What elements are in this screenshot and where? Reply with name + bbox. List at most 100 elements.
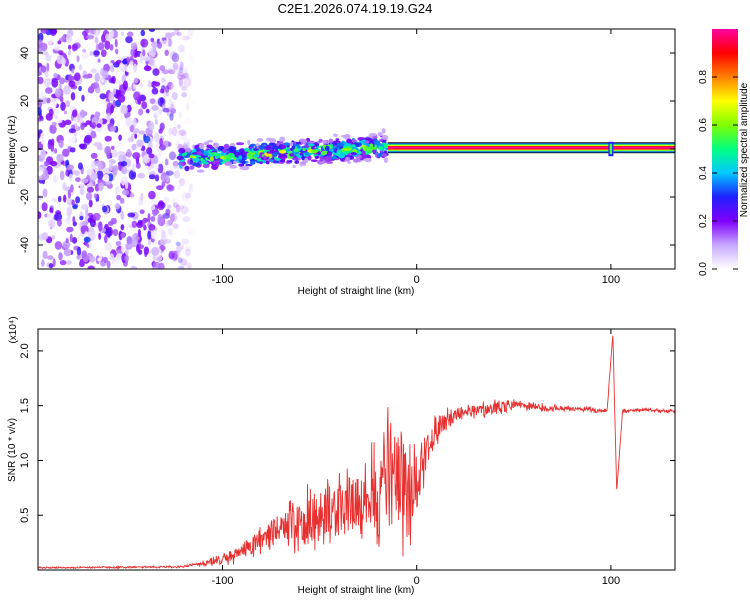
heatmap-noise-blob (161, 181, 166, 188)
heatmap-noise-blob (113, 261, 121, 269)
heatmap-noise-blob (175, 131, 182, 142)
heatmap-signal-blob (299, 152, 304, 156)
heatmap-noise-blob (61, 35, 66, 41)
heatmap-noise-blob (38, 91, 46, 99)
heatmap-noise-blob (50, 138, 55, 147)
heatmap-noise-blob (93, 50, 100, 56)
heatmap-noise-blob (173, 170, 181, 179)
heatmap-noise-blob (147, 239, 152, 246)
heatmap-noise-blob (94, 111, 101, 118)
heatmap-noise-blob (137, 229, 141, 238)
heatmap-noise-blob (49, 160, 58, 167)
heatmap-noise-blob (129, 192, 135, 198)
heatmap-noise-blob (68, 173, 73, 182)
heatmap-noise-blob (186, 141, 190, 148)
heatmap-noise-blob (63, 110, 67, 115)
heatmap-noise-blob (172, 223, 179, 229)
heatmap-noise-blob (119, 197, 125, 204)
heatmap-noise-blob (142, 49, 146, 57)
heatmap-noise-blob (57, 40, 62, 45)
heatmap-noise-blob (181, 191, 190, 202)
heatmap-noise-blob (38, 167, 45, 172)
heatmap-noise-blob (104, 135, 112, 142)
heatmap-noise-blob (120, 224, 125, 231)
heatmap-noise-blob (158, 55, 164, 65)
heatmap-noise-blob (143, 65, 152, 72)
heatmap-noise-blob (162, 107, 170, 113)
heatmap-noise-blob (139, 209, 145, 215)
heatmap-noise-blob (178, 177, 185, 187)
heatmap-noise-blob (38, 71, 42, 76)
heatmap-noise-blob (112, 88, 117, 95)
heatmap-noise-blob (147, 80, 152, 88)
heatmap-noise-blob (63, 85, 71, 95)
heatmap-noise-blob (186, 226, 193, 237)
heatmap-signal-blob (297, 154, 302, 159)
heatmap-noise-blob (59, 170, 65, 181)
heatmap-noise-blob (183, 66, 188, 76)
snr-y-label: SNR (10 * v/v) (7, 418, 18, 482)
heatmap-noise-blob (136, 139, 144, 148)
heatmap-noise-blob (82, 30, 88, 36)
heatmap-noise-blob (70, 184, 74, 193)
heatmap-noise-blob (168, 253, 175, 259)
heatmap-noise-blob (142, 56, 150, 62)
heatmap-signal-blob (293, 148, 299, 153)
heatmap-noise-blob (52, 175, 58, 184)
heatmap-noise-blob (132, 152, 141, 160)
heatmap-signal-blob (256, 138, 264, 142)
heatmap-noise-blob (66, 164, 75, 171)
heatmap-signal-blob (343, 147, 352, 152)
heatmap-noise-blob (170, 108, 177, 114)
heatmap-noise-blob (165, 170, 174, 176)
heatmap-noise-blob (74, 72, 81, 81)
heatmap-noise-blob (91, 122, 96, 129)
heatmap-noise-blob (162, 140, 171, 148)
heatmap-noise-blob (57, 218, 62, 227)
heatmap-signal-blob (252, 148, 259, 151)
heatmap-noise-blob (142, 219, 146, 228)
heatmap-noise-blob (132, 118, 137, 128)
heatmap-noise-blob (171, 198, 179, 206)
heatmap-noise-blob (42, 51, 49, 56)
colorbar-tick-label: 0.4 (698, 166, 709, 180)
heatmap-signal-blob (184, 165, 190, 172)
y-tick-label: 0 (19, 146, 31, 152)
heatmap-noise-blob (124, 179, 129, 190)
heatmap-signal-blob (305, 142, 310, 148)
heatmap-noise-blob (114, 202, 121, 210)
heatmap-noise-blob (174, 29, 180, 35)
heatmap-noise-blob (152, 47, 157, 53)
heatmap-noise-blob (134, 133, 138, 139)
heatmap-noise-blob (163, 238, 172, 244)
heatmap-signal-blob (279, 159, 285, 163)
heatmap-noise-blob (179, 131, 188, 140)
heatmap-noise-blob (137, 172, 146, 179)
heatmap-noise-blob (182, 35, 190, 41)
heatmap-noise-blob (154, 174, 160, 182)
colorbar-tick-label: 0.6 (698, 118, 709, 132)
heatmap-noise-blob (128, 170, 137, 180)
heatmap-noise-blob (147, 213, 151, 223)
heatmap-signal-blob (202, 151, 209, 156)
heatmap-noise-blob (165, 221, 170, 228)
heatmap-noise-blob (112, 228, 119, 237)
colorbar-ticks: 0.0 0.2 0.4 0.6 0.8 (698, 70, 738, 276)
heatmap-noise-blob (185, 262, 192, 269)
heatmap-noise-blob (63, 248, 72, 257)
y-tick-label: -20 (19, 189, 31, 205)
heatmap-noise-blob (41, 172, 50, 181)
heatmap-noise-blob (177, 185, 181, 190)
heatmap-signal-blob (258, 144, 265, 150)
heatmap-noise-blob (184, 50, 189, 58)
heatmap-noise-blob (157, 41, 163, 49)
heatmap-noise-blob (41, 259, 45, 267)
heatmap-noise-blob (163, 196, 170, 205)
heatmap-noise-blob (184, 245, 192, 252)
snr-frame (37, 328, 676, 571)
heatmap-noise-blob (66, 206, 73, 217)
heatmap-noise-blob (78, 85, 82, 92)
heatmap-signal-blob (374, 140, 380, 146)
